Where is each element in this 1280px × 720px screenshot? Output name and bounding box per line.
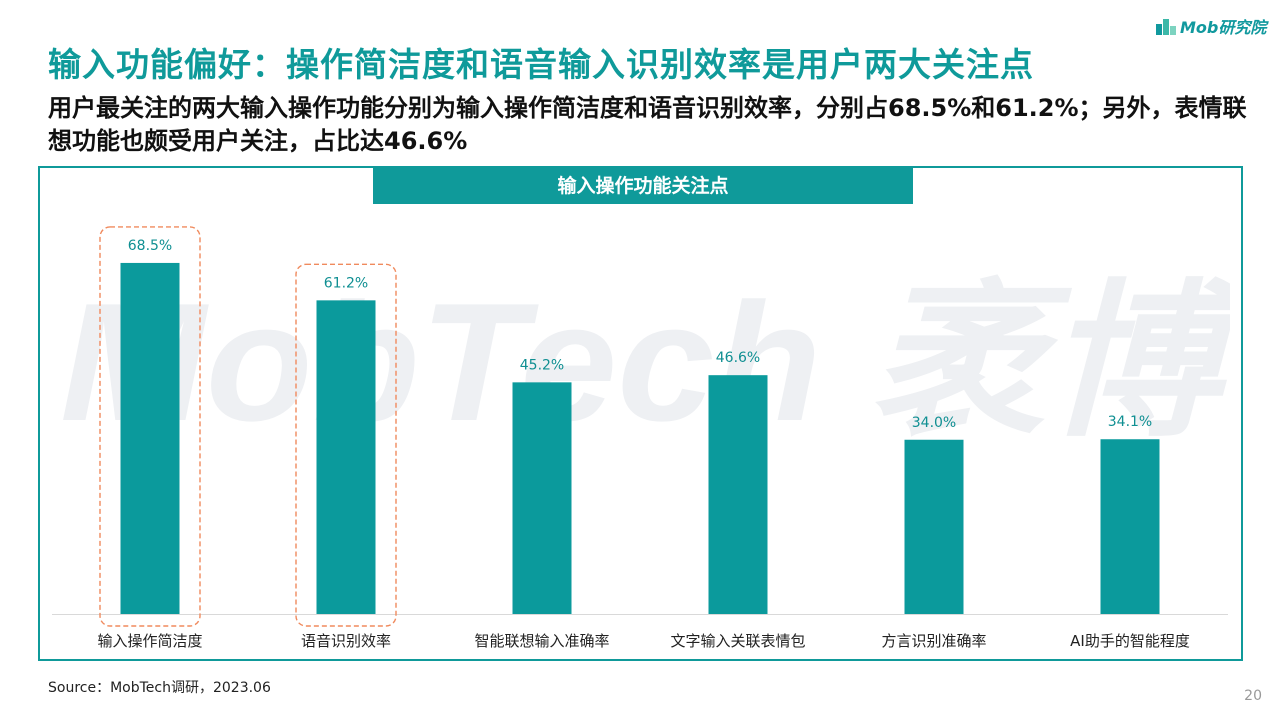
category-label: AI助手的智能程度 (1070, 632, 1190, 650)
data-label: 68.5% (128, 238, 172, 254)
data-label: 45.2% (520, 357, 564, 373)
page-title: 输入功能偏好：操作简洁度和语音输入识别效率是用户两大关注点 (48, 45, 1034, 84)
category-label: 方言识别准确率 (881, 632, 986, 650)
bar (120, 262, 180, 614)
highlight-box (99, 226, 201, 627)
category-label: 文字输入关联表情包 (670, 632, 805, 650)
logo-text: Mob研究院 (1180, 18, 1267, 37)
data-label: 61.2% (324, 275, 368, 291)
watermark: MobTech 袤博 (60, 272, 1230, 442)
watermark-text: MobTech 袤博 (60, 272, 1230, 442)
bar (316, 300, 376, 614)
bar (1100, 439, 1160, 614)
chart-frame (38, 166, 1243, 661)
logo-icon (1156, 19, 1176, 35)
category-label: 智能联想输入准确率 (474, 632, 609, 650)
data-label: 46.6% (716, 350, 760, 366)
highlight-box (295, 263, 397, 627)
category-label: 语音识别效率 (301, 632, 391, 650)
brand-logo: Mob研究院 (1155, 14, 1266, 38)
page-number: 20 (1244, 688, 1262, 704)
bar (708, 375, 768, 614)
source-note: Source：MobTech调研，2023.06 (48, 680, 271, 696)
data-label: 34.0% (912, 415, 956, 431)
page-subtitle: 用户最关注的两大输入操作功能分别为输入操作简洁度和语音识别效率，分别占68.5%… (48, 94, 1247, 155)
data-label: 34.1% (1108, 414, 1152, 430)
bar (512, 382, 572, 614)
chart-title: 输入操作功能关注点 (373, 168, 913, 204)
bar (904, 439, 964, 614)
category-label: 输入操作简洁度 (97, 632, 202, 650)
